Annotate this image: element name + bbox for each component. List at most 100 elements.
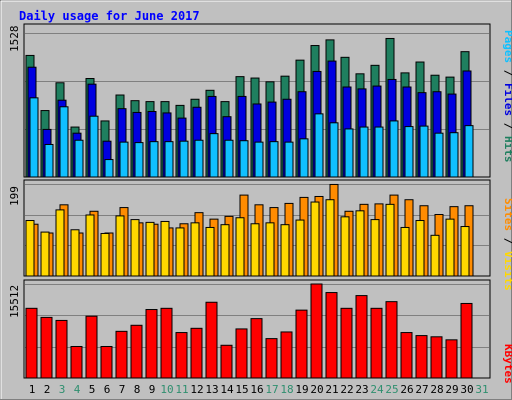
kbytes-bar bbox=[310, 283, 323, 379]
pages-bar bbox=[149, 141, 159, 178]
pages-bar bbox=[179, 140, 189, 178]
x-tick-label: 25 bbox=[385, 383, 398, 396]
x-tick-label: 7 bbox=[119, 383, 126, 396]
sites-bar bbox=[280, 224, 290, 277]
kbytes-bar bbox=[325, 292, 338, 379]
pages-bar bbox=[404, 126, 414, 178]
kbytes-bar bbox=[40, 316, 53, 379]
x-tick-label: 22 bbox=[340, 383, 353, 396]
sites-bar bbox=[205, 226, 215, 277]
pages-bar bbox=[329, 122, 339, 178]
x-tick-label: 16 bbox=[250, 383, 263, 396]
pages-bar bbox=[269, 141, 279, 178]
x-tick-label: 23 bbox=[355, 383, 368, 396]
kbytes-bar bbox=[370, 307, 383, 379]
kbytes-bar bbox=[280, 331, 293, 379]
sites-bar bbox=[265, 222, 275, 277]
pages-bar bbox=[44, 143, 54, 178]
x-tick-label: 18 bbox=[280, 383, 293, 396]
bars-layer bbox=[25, 37, 474, 379]
x-tick-label: 21 bbox=[325, 383, 338, 396]
pages-bar bbox=[104, 159, 114, 178]
pages-bar bbox=[74, 139, 84, 178]
sites-bar bbox=[370, 219, 380, 277]
kbytes-bar bbox=[55, 319, 68, 379]
sites-bar bbox=[100, 232, 110, 277]
sites-bar bbox=[115, 215, 125, 277]
x-tick-label: 4 bbox=[74, 383, 81, 396]
legend-entry: Pages bbox=[502, 30, 512, 63]
kbytes-bar bbox=[85, 315, 98, 379]
sites-bar bbox=[55, 209, 65, 277]
x-tick-label: 29 bbox=[445, 383, 458, 396]
sites-bar bbox=[40, 231, 50, 277]
pages-bar bbox=[299, 138, 309, 178]
sites-bar bbox=[145, 221, 155, 277]
y-max-label-visits: 199 bbox=[8, 186, 21, 206]
pages-bar bbox=[464, 125, 474, 178]
sites-bar bbox=[175, 227, 185, 277]
x-tick-label: 3 bbox=[59, 383, 66, 396]
kbytes-bar bbox=[265, 338, 278, 379]
x-tick-label: 11 bbox=[175, 383, 188, 396]
y-max-label-kbytes: 15512 bbox=[8, 285, 21, 318]
kbytes-bar bbox=[160, 307, 173, 379]
sites-bar bbox=[160, 220, 170, 277]
legend-entry: Files bbox=[502, 83, 512, 116]
sites-bar bbox=[295, 219, 305, 277]
sites-bar bbox=[250, 223, 260, 277]
sites-bar bbox=[190, 222, 200, 277]
kbytes-bar bbox=[295, 309, 308, 379]
kbytes-bar bbox=[220, 344, 233, 379]
sites-bar bbox=[355, 210, 365, 277]
x-tick-label: 27 bbox=[415, 383, 428, 396]
kbytes-bar bbox=[130, 324, 143, 379]
x-tick-label: 10 bbox=[160, 383, 173, 396]
x-tick-label: 12 bbox=[190, 383, 203, 396]
pages-bar bbox=[29, 97, 39, 178]
pages-bar bbox=[239, 140, 249, 178]
kbytes-bar bbox=[445, 339, 458, 379]
kbytes-bar bbox=[205, 301, 218, 379]
sites-bar bbox=[325, 199, 335, 277]
x-tick-label: 24 bbox=[370, 383, 384, 396]
kbytes-bar bbox=[190, 327, 203, 379]
sites-bar bbox=[85, 214, 95, 277]
legend-kbytes: KBytes bbox=[502, 344, 512, 384]
pages-bar bbox=[59, 106, 69, 178]
sites-bar bbox=[25, 220, 35, 277]
x-tick-label: 1 bbox=[29, 383, 36, 396]
pages-bar bbox=[434, 132, 444, 178]
chart-title: Daily usage for June 2017 bbox=[19, 9, 200, 23]
pages-bar bbox=[134, 142, 144, 178]
kbytes-bar bbox=[355, 295, 368, 379]
pages-bar bbox=[194, 139, 204, 178]
kbytes-bar bbox=[340, 307, 353, 379]
pages-bar bbox=[374, 126, 384, 178]
x-tick-label: 8 bbox=[134, 383, 141, 396]
x-tick-label: 17 bbox=[265, 383, 278, 396]
x-tick-label: 30 bbox=[460, 383, 473, 396]
sites-bar bbox=[340, 216, 350, 277]
x-tick-label: 9 bbox=[149, 383, 156, 396]
pages-bar bbox=[389, 120, 399, 178]
x-tick-label: 31 bbox=[475, 383, 488, 396]
sites-bar bbox=[130, 219, 140, 277]
pages-bar bbox=[314, 113, 324, 178]
legend-entry: / bbox=[502, 63, 512, 83]
kbytes-bar bbox=[175, 332, 188, 379]
pages-bar bbox=[284, 141, 294, 178]
x-tick-label: 13 bbox=[205, 383, 218, 396]
kbytes-bar bbox=[385, 301, 398, 379]
pages-bar bbox=[359, 126, 369, 178]
kbytes-bar bbox=[235, 328, 248, 379]
kbytes-bar bbox=[145, 309, 158, 379]
sites-bar bbox=[220, 224, 230, 277]
legend-entry: / bbox=[502, 116, 512, 136]
legend-entry: KBytes bbox=[502, 344, 512, 384]
pages-bar bbox=[119, 141, 129, 178]
sites-bar bbox=[460, 226, 470, 277]
pages-bar bbox=[344, 128, 354, 178]
kbytes-bar bbox=[430, 336, 443, 379]
